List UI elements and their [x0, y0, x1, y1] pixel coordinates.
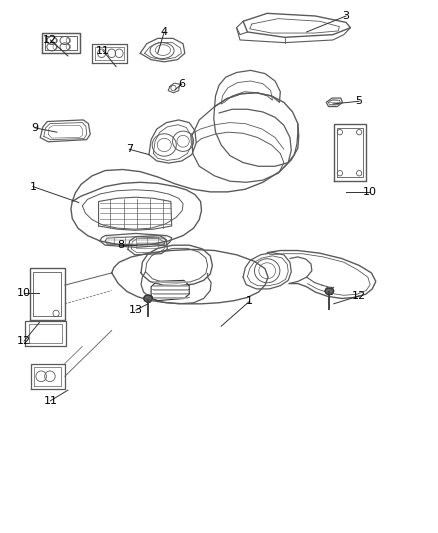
Text: 12: 12	[43, 35, 57, 45]
Text: 4: 4	[161, 27, 168, 37]
Text: 11: 11	[96, 46, 110, 55]
Text: 11: 11	[43, 396, 57, 406]
Text: 10: 10	[363, 187, 377, 197]
Ellipse shape	[325, 287, 334, 295]
Text: 12: 12	[17, 336, 31, 346]
Text: 1: 1	[246, 296, 253, 306]
Ellipse shape	[144, 295, 152, 302]
Text: 12: 12	[352, 291, 366, 301]
Text: 8: 8	[117, 240, 124, 250]
Text: 1: 1	[29, 182, 36, 191]
Text: 5: 5	[356, 96, 363, 106]
Text: 3: 3	[343, 11, 350, 21]
Text: 6: 6	[178, 79, 185, 89]
Text: 9: 9	[32, 123, 39, 133]
Text: 10: 10	[17, 288, 31, 298]
Text: 7: 7	[126, 144, 133, 154]
Text: 13: 13	[129, 305, 143, 315]
